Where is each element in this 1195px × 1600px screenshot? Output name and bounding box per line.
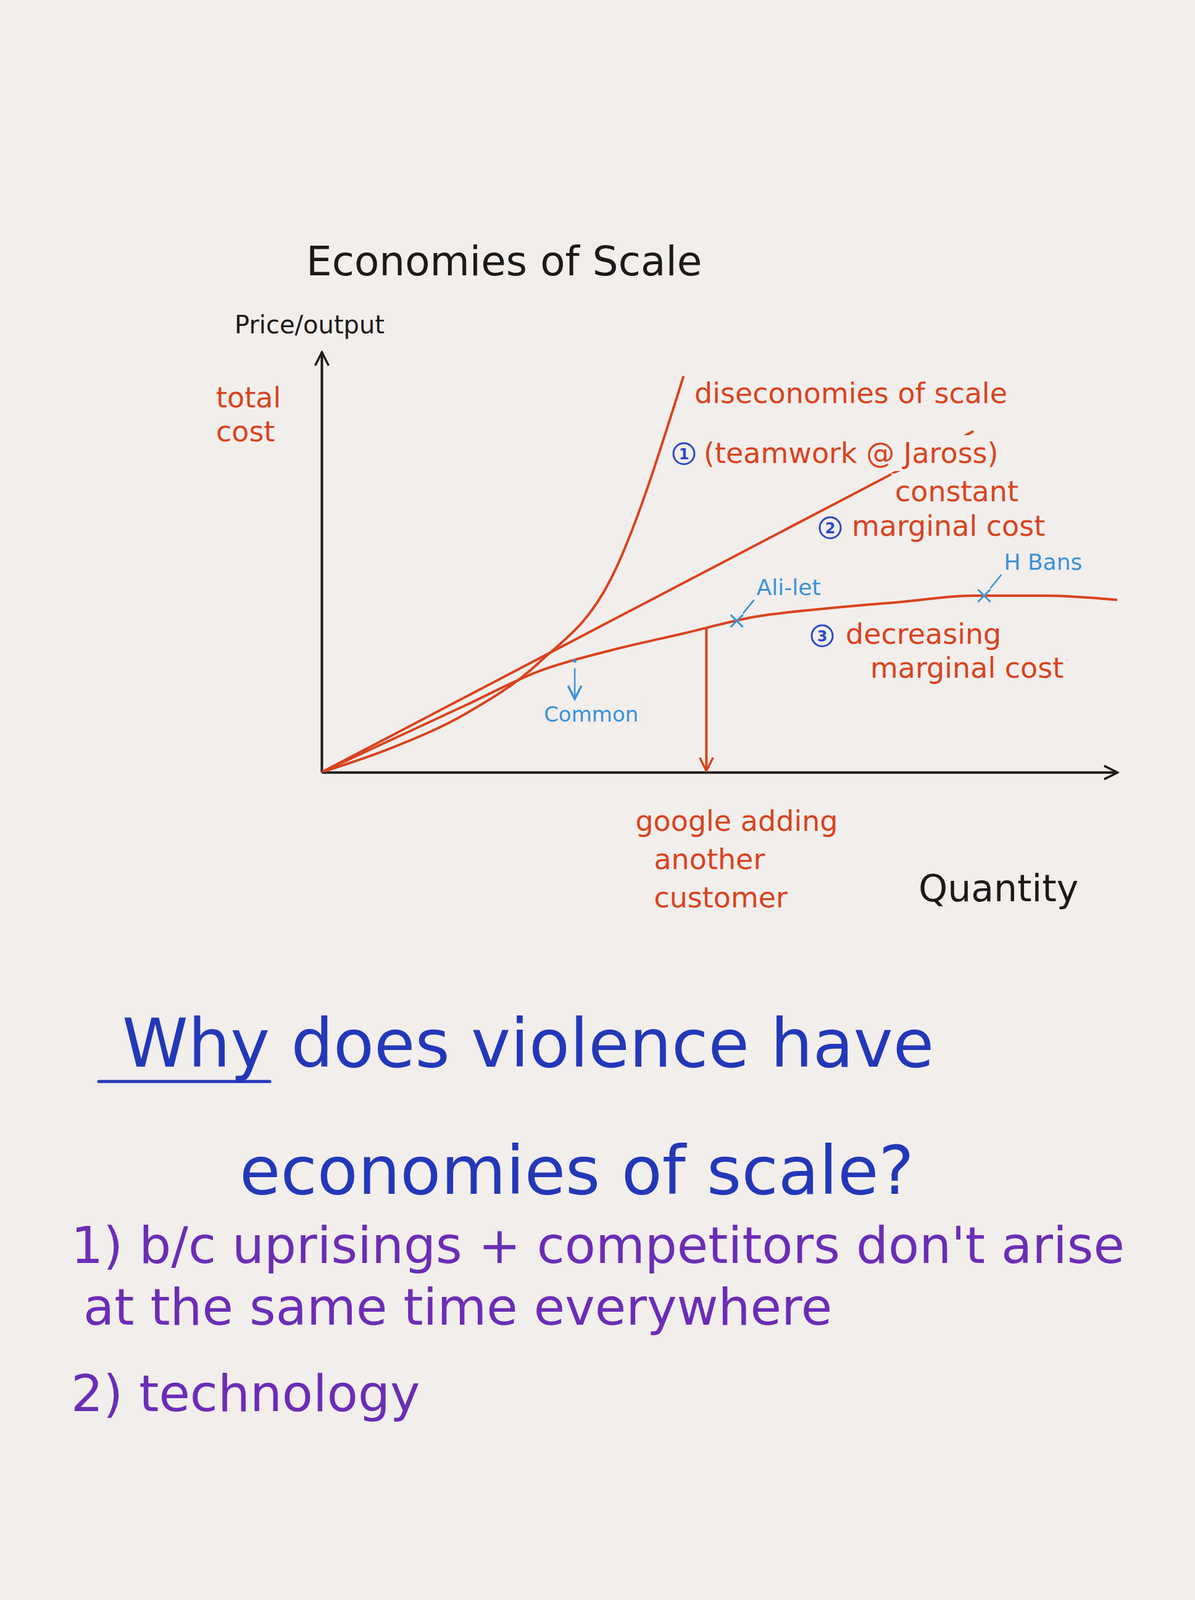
label-patch [866, 649, 1068, 686]
series-line [321, 595, 1118, 773]
series-number-circle [673, 443, 695, 465]
series-line [321, 377, 684, 773]
labels: diseconomies of scale (teamwork @ Jaross)… [543, 376, 1083, 915]
annotation-marker [730, 614, 744, 628]
series-detail: (teamwork @ Jaross) [703, 436, 999, 470]
x-axis-line [322, 771, 1118, 775]
label-patch [848, 507, 1049, 544]
question-title: Why does violence haveeconomies of scale… [122, 1004, 934, 1210]
x-axis [322, 772, 1118, 773]
page: Economies of Scale Price/output totalcost Q… [0, 0, 1195, 1600]
annotation-label: H Bans [1003, 549, 1083, 575]
series-number-circle [811, 625, 833, 647]
question-item: 1) b/c uprisings + competitors don't ari… [70, 1215, 1125, 1337]
question-underline [98, 1080, 270, 1084]
series-number: 1 [678, 445, 690, 463]
annotation-drop-line [704, 627, 708, 771]
label-patch [753, 573, 825, 602]
label-patch [841, 616, 1005, 652]
series-number: 3 [817, 627, 828, 646]
annotation-marker [572, 659, 577, 663]
y-axis-subtitle: totalcost [216, 380, 281, 449]
chart-title: Economies of Scale [306, 237, 702, 286]
annotation-pointer [743, 599, 755, 614]
annotation-marker [977, 589, 991, 602]
x-axis-title: Quantity [918, 866, 1079, 910]
label-patches [540, 375, 1086, 728]
series-label: diseconomies of scale [694, 376, 1008, 410]
y-axis-title: Price/output [234, 310, 385, 339]
plot-marks [321, 377, 1118, 773]
label-patch [540, 700, 642, 728]
question-item: 2) technology [70, 1364, 421, 1423]
label-patch [699, 435, 1003, 471]
annotation-label: Ali-let [756, 574, 821, 600]
annotation-label: google addinganothercustomer [635, 804, 838, 915]
annotation-label: Common [543, 701, 639, 727]
y-axis [321, 352, 323, 773]
label-patch [690, 375, 1012, 412]
y-axis-line [320, 352, 324, 773]
label-patch [999, 548, 1086, 576]
series-label: decreasingmarginal cost [845, 617, 1064, 685]
annotation-pointer [574, 668, 576, 700]
series-label: constantmarginal cost [851, 474, 1046, 543]
series-number: 2 [825, 519, 836, 538]
label-patch [891, 473, 1023, 510]
background [0, 0, 1195, 1600]
annotation-pointer [990, 574, 1002, 589]
series-line [321, 431, 973, 773]
series-number-circle [819, 517, 841, 539]
